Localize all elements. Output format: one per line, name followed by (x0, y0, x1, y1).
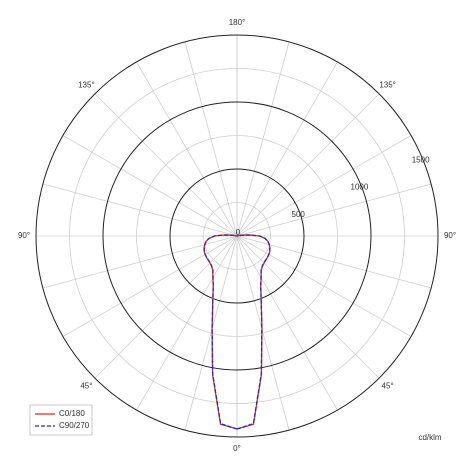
spoke-grid-line (42, 235, 238, 289)
spoke-grid-line (236, 235, 380, 379)
angle-tick-label: 135° (78, 80, 95, 89)
spoke-grid-line (136, 61, 238, 237)
series-line (236, 234, 271, 430)
spoke-grid-line (236, 235, 432, 289)
spoke-grid-line (94, 93, 238, 237)
series-line (203, 234, 238, 430)
spoke-grid-line (236, 61, 338, 237)
legend-box (29, 404, 93, 436)
spoke-grid-line (62, 135, 238, 237)
spoke-grid-line (62, 235, 238, 337)
spoke-grid-line (42, 183, 238, 237)
angle-tick-label: 45° (382, 382, 394, 391)
r-tick-label: 1500 (412, 155, 430, 164)
angle-tick-label: 135° (379, 80, 396, 89)
angle-tick-label: 0° (233, 444, 241, 453)
spoke-grid-line (136, 235, 238, 411)
spoke-grid-line (236, 235, 290, 431)
spoke-grid-line (184, 235, 238, 431)
spoke-grid-line (236, 183, 432, 237)
angle-tick-label: 90° (18, 231, 30, 240)
r-tick-label: 0 (236, 228, 241, 237)
angle-tick-label: 90° (444, 231, 456, 240)
legend-label: C90/270 (59, 421, 90, 430)
spoke-grid-line (236, 235, 412, 337)
grid-ring (35, 34, 439, 438)
grid-ring (169, 168, 305, 304)
grid-ring (102, 101, 372, 371)
legend-label: C0/180 (59, 409, 85, 418)
r-tick-label: 500 (292, 210, 306, 219)
r-tick-label: 1000 (351, 183, 369, 192)
unit-label: cd/klm (418, 433, 441, 442)
angle-tick-label: 180° (229, 18, 246, 27)
spoke-grid-line (236, 235, 338, 411)
spoke-grid-line (236, 41, 290, 237)
spoke-grid-line (236, 135, 412, 237)
spoke-grid-line (236, 93, 380, 237)
spoke-grid-line (94, 235, 238, 379)
spoke-grid-line (184, 41, 238, 237)
angle-tick-label: 45° (80, 382, 92, 391)
